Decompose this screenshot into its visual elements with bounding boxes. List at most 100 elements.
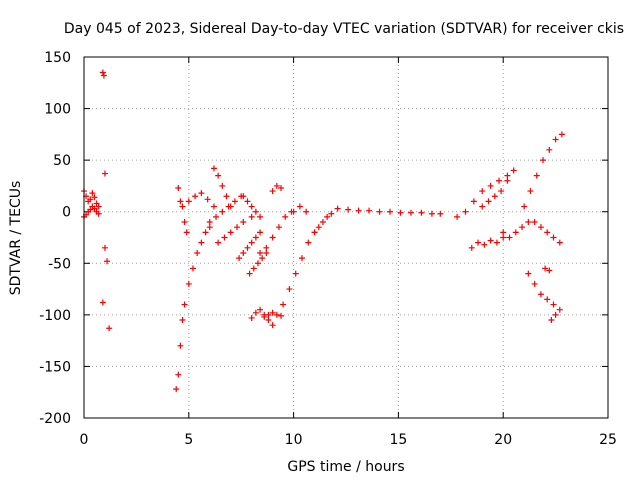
data-point [248, 314, 255, 321]
data-point [531, 280, 538, 287]
y-tick-label: -200 [39, 411, 71, 427]
data-point [504, 177, 511, 184]
data-point [189, 265, 196, 272]
data-point [227, 203, 234, 210]
data-point [91, 194, 98, 201]
data-point [177, 342, 184, 349]
y-tick-label: 50 [53, 153, 71, 169]
data-point [278, 312, 285, 319]
data-point [95, 203, 102, 210]
data-point [257, 249, 264, 256]
data-point [244, 198, 251, 205]
x-axis-label: GPS time / hours [287, 459, 404, 475]
data-point [544, 229, 551, 236]
data-point [215, 239, 222, 246]
data-point [181, 219, 188, 226]
data-point [537, 224, 544, 231]
data-point [527, 188, 534, 195]
y-axis-label: SDTVAR / TECUs [8, 181, 24, 296]
data-point [475, 239, 482, 246]
data-point [101, 170, 108, 177]
data-point [227, 229, 234, 236]
data-point [273, 311, 280, 318]
data-point [552, 136, 559, 143]
data-point [315, 224, 322, 231]
y-tick-label: -50 [48, 256, 71, 272]
data-point [240, 219, 247, 226]
data-point [487, 182, 494, 189]
data-point [89, 190, 96, 197]
data-point [462, 208, 469, 215]
data-point [418, 209, 425, 216]
data-point [552, 311, 559, 318]
data-point [179, 317, 186, 324]
data-point [468, 244, 475, 251]
data-point [454, 213, 461, 220]
y-tick-label: 0 [62, 205, 71, 221]
data-point [173, 386, 180, 393]
data-point [221, 234, 228, 241]
data-point [175, 184, 182, 191]
data-point [485, 198, 492, 205]
data-point [269, 309, 276, 316]
data-point [366, 207, 373, 214]
data-point [206, 219, 213, 226]
data-point [101, 244, 108, 251]
data-point [213, 213, 220, 220]
data-point [282, 213, 289, 220]
data-point [99, 299, 106, 306]
x-tick-labels: 0 5 10 15 20 25 [80, 432, 617, 448]
data-point [95, 210, 102, 217]
y-tick-labels: 150 100 50 0 -50 -100 -150 -200 [39, 50, 71, 427]
data-point [544, 296, 551, 303]
data-point [261, 313, 268, 320]
data-point [493, 239, 500, 246]
data-point [263, 244, 270, 251]
data-point [210, 165, 217, 172]
data-point [407, 209, 414, 216]
data-point [296, 203, 303, 210]
data-point [248, 239, 255, 246]
data-point [556, 306, 563, 313]
data-point [556, 239, 563, 246]
data-point [185, 198, 192, 205]
data-point [355, 207, 362, 214]
data-point [248, 203, 255, 210]
data-point [531, 219, 538, 226]
data-point [91, 205, 98, 212]
data-point [319, 219, 326, 226]
data-point [550, 234, 557, 241]
data-point [280, 301, 287, 308]
data-point [546, 146, 553, 153]
x-tick-label: 5 [184, 432, 193, 448]
data-point [334, 205, 341, 212]
data-point [525, 219, 532, 226]
data-point [198, 190, 205, 197]
data-point [286, 286, 293, 293]
data-point [215, 172, 222, 179]
data-point [275, 224, 282, 231]
data-point [305, 239, 312, 246]
data-point [244, 244, 251, 251]
plot-frame [83, 56, 609, 419]
data-point [273, 182, 280, 189]
data-point [206, 224, 213, 231]
data-point [257, 306, 264, 313]
data-point [240, 193, 247, 200]
data-point [540, 157, 547, 164]
data-point [254, 260, 261, 267]
data-point [194, 249, 201, 256]
data-point [510, 167, 517, 174]
data-point [479, 203, 486, 210]
x-tick-label: 25 [599, 432, 617, 448]
data-point [210, 203, 217, 210]
data-point [259, 255, 266, 262]
data-point [246, 270, 253, 277]
data-point [521, 203, 528, 210]
data-point [198, 239, 205, 246]
data-point [240, 249, 247, 256]
data-point [269, 322, 276, 329]
data-point [324, 213, 331, 220]
data-point [100, 72, 107, 79]
